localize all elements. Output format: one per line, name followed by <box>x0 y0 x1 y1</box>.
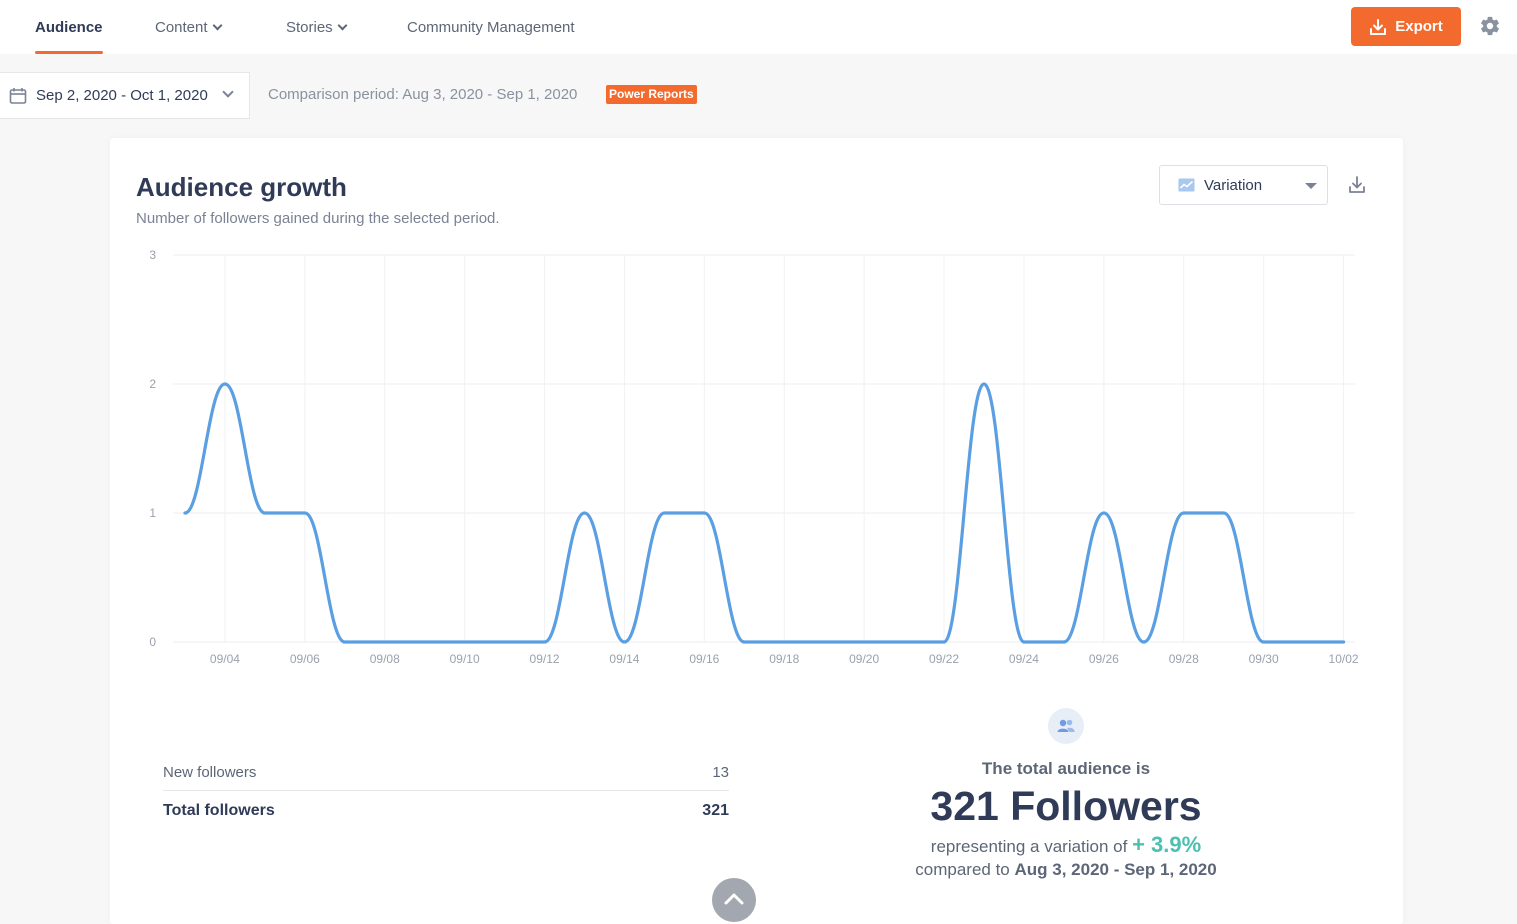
x-tick-label: 09/26 <box>1089 652 1119 666</box>
x-tick-label: 09/12 <box>530 652 560 666</box>
audience-summary: The total audience is 321 Followers repr… <box>890 708 1242 880</box>
export-button[interactable]: Export <box>1351 7 1461 46</box>
export-label: Export <box>1395 18 1443 35</box>
date-range-value: Sep 2, 2020 - Oct 1, 2020 <box>36 87 208 104</box>
x-tick-label: 09/28 <box>1169 652 1199 666</box>
audience-growth-card: Audience growth Number of followers gain… <box>110 138 1403 924</box>
summary-total: 321 Followers <box>930 783 1202 829</box>
compared-prefix: compared to <box>915 860 1010 879</box>
power-reports-badge: Power Reports <box>606 85 697 104</box>
variation-value: + 3.9% <box>1132 832 1202 857</box>
top-nav: Audience Content Stories Community Manag… <box>0 0 1517 54</box>
followers-stats-table: New followers 13 Total followers 321 <box>163 753 729 829</box>
tab-audience[interactable]: Audience <box>35 0 103 54</box>
tab-content-label: Content <box>155 18 208 36</box>
chevron-down-icon <box>222 86 234 98</box>
y-tick-label: 3 <box>149 248 156 262</box>
tab-community-management[interactable]: Community Management <box>407 0 575 54</box>
caret-down-icon <box>1305 183 1317 189</box>
x-tick-label: 09/10 <box>450 652 480 666</box>
calendar-icon <box>9 88 27 104</box>
total-followers-label: Total followers <box>163 802 275 819</box>
new-followers-value: 13 <box>712 764 729 781</box>
users-icon <box>1048 708 1084 744</box>
y-tick-label: 0 <box>149 635 156 649</box>
x-tick-label: 09/06 <box>290 652 320 666</box>
x-tick-label: 10/02 <box>1329 652 1359 666</box>
x-tick-label: 09/14 <box>609 652 639 666</box>
x-tick-label: 09/30 <box>1249 652 1279 666</box>
x-tick-label: 09/16 <box>689 652 719 666</box>
gear-icon[interactable] <box>1479 15 1501 37</box>
stats-row-new: New followers 13 <box>163 753 729 791</box>
y-tick-label: 2 <box>149 377 156 391</box>
active-tab-indicator <box>35 51 103 54</box>
x-tick-label: 09/04 <box>210 652 240 666</box>
tab-content[interactable]: Content <box>155 0 222 54</box>
view-select-value: Variation <box>1204 177 1263 194</box>
date-range-picker[interactable]: Sep 2, 2020 - Oct 1, 2020 <box>0 72 250 119</box>
x-tick-label: 09/08 <box>370 652 400 666</box>
chevron-down-icon <box>212 20 222 30</box>
comparison-period: Comparison period: Aug 3, 2020 - Sep 1, … <box>268 86 578 103</box>
summary-heading: The total audience is <box>981 759 1151 778</box>
total-followers-value: 321 <box>702 802 729 819</box>
card-title: Audience growth <box>136 172 347 202</box>
tab-audience-label: Audience <box>35 18 103 36</box>
view-select[interactable]: Variation <box>1159 165 1328 205</box>
download-icon <box>1370 18 1387 35</box>
summary-comparison: compared to Aug 3, 2020 - Sep 1, 2020 <box>890 860 1242 880</box>
x-tick-label: 09/24 <box>1009 652 1039 666</box>
x-tick-label: 09/22 <box>929 652 959 666</box>
scroll-to-top-button[interactable] <box>712 878 756 922</box>
tab-stories[interactable]: Stories <box>286 0 348 54</box>
summary-variation: representing a variation of + 3.9% <box>890 832 1242 858</box>
tab-stories-label: Stories <box>286 18 333 36</box>
card-subtitle: Number of followers gained during the se… <box>136 210 500 227</box>
compared-period: Aug 3, 2020 - Sep 1, 2020 <box>1014 860 1217 879</box>
y-tick-label: 1 <box>149 506 156 520</box>
audience-growth-chart: 0 1 2 3 09/04 09/06 09/08 09/10 09/12 09/14 09/16 0… <box>149 248 1359 666</box>
download-chart-icon[interactable] <box>1347 175 1367 195</box>
series-line <box>183 382 1346 644</box>
x-tick-label: 09/18 <box>769 652 799 666</box>
new-followers-label: New followers <box>163 764 257 781</box>
line-chart-icon <box>1178 178 1195 192</box>
tab-community-management-label: Community Management <box>407 18 575 36</box>
chevron-down-icon <box>337 20 348 30</box>
x-tick-label: 09/20 <box>849 652 879 666</box>
stats-row-total: Total followers 321 <box>163 791 729 829</box>
variation-prefix: representing a variation of <box>930 837 1128 856</box>
chevron-up-icon <box>724 893 744 905</box>
